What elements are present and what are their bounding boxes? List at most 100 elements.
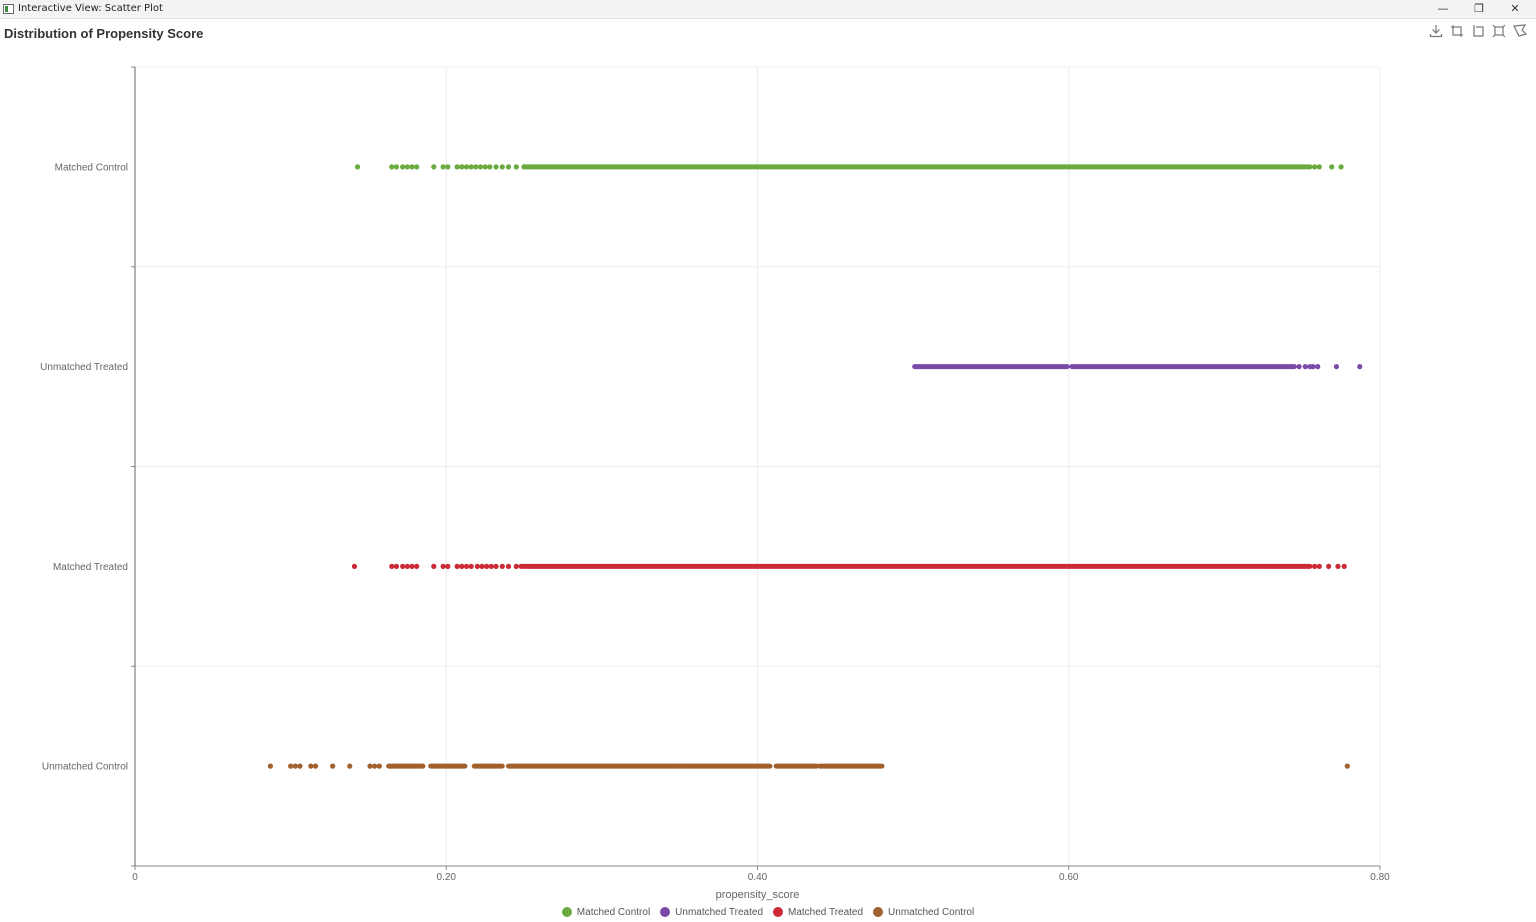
scatter-point — [431, 563, 437, 569]
x-tick-label: 0.40 — [748, 872, 768, 883]
legend-label: Unmatched Control — [888, 906, 975, 918]
scatter-point — [445, 164, 451, 170]
scatter-point — [1315, 364, 1321, 370]
x-axis-label: propensity_score — [716, 889, 800, 901]
zoom-extents-icon[interactable] — [1491, 23, 1507, 39]
scatter-point — [463, 563, 470, 569]
scatter-point — [1310, 364, 1316, 370]
scatter-point — [1344, 763, 1350, 769]
scatter-point — [487, 164, 493, 170]
minimize-button[interactable]: — — [1437, 2, 1449, 15]
legend-item[interactable]: Unmatched Control — [873, 907, 974, 918]
scatter-point — [308, 763, 314, 769]
legend-swatch — [773, 907, 783, 917]
scatter-point — [351, 563, 358, 569]
scatter-point — [367, 763, 373, 769]
scatter-point — [479, 563, 485, 569]
scatter-point — [372, 763, 378, 769]
y-category-label: Unmatched Control — [42, 762, 128, 773]
scatter-point — [484, 563, 490, 569]
scatter-point — [431, 164, 437, 170]
legend-swatch — [660, 907, 671, 917]
scatter-point — [505, 563, 512, 569]
scatter-point — [468, 164, 474, 170]
scatter-point — [404, 563, 410, 569]
legend-label: Matched Control — [576, 906, 651, 918]
scatter-point — [330, 763, 336, 769]
x-tick-label: 0.80 — [1370, 872, 1390, 883]
scatter-point — [393, 164, 400, 170]
scatter-point — [445, 563, 451, 569]
legend-swatch — [561, 907, 572, 917]
legend-swatch — [873, 907, 884, 917]
scatter-point — [1296, 364, 1302, 370]
scatter-point — [477, 164, 484, 170]
scatter-point — [288, 763, 294, 769]
scatter-point — [393, 563, 400, 569]
x-tick-label: 0.60 — [1059, 872, 1079, 883]
scatter-point — [459, 563, 465, 569]
chart-title: Distribution of Propensity Score — [4, 26, 204, 41]
scatter-point — [400, 563, 406, 569]
scatter-point — [468, 563, 474, 569]
scatter-point — [376, 763, 382, 769]
restore-button[interactable]: ❐ — [1474, 2, 1484, 15]
scatter-point — [454, 563, 460, 569]
legend-label: Unmatched Treated — [675, 906, 763, 918]
download-icon[interactable] — [1428, 23, 1444, 39]
scatter-point — [474, 563, 480, 569]
scatter-point — [1357, 364, 1363, 370]
scatter-point — [389, 164, 395, 170]
scatter-point — [389, 563, 395, 569]
scatter-point — [473, 164, 479, 170]
scatter-point — [459, 164, 465, 170]
scatter-point — [1329, 164, 1335, 170]
scatter-point — [414, 164, 420, 170]
close-button[interactable]: ✕ — [1510, 2, 1520, 15]
legend-item[interactable]: Matched Control — [561, 906, 651, 918]
scatter-point — [499, 563, 505, 569]
scatter-point — [513, 164, 519, 170]
scatter-point — [414, 563, 420, 569]
scatter-point — [440, 164, 446, 170]
legend-label: Matched Treated — [788, 906, 864, 918]
scatter-point — [521, 164, 527, 170]
scatter-point — [297, 763, 303, 769]
legend-item[interactable]: Unmatched Treated — [660, 907, 763, 918]
scatter-point — [454, 164, 460, 170]
scatter-point — [1341, 563, 1347, 569]
window-titlebar: Interactive View: Scatter Plot — ❐ ✕ — [0, 0, 1536, 19]
crop-alt-icon[interactable] — [1470, 23, 1486, 39]
y-category-label: Matched Control — [55, 162, 128, 173]
scatter-point — [1316, 563, 1322, 569]
scatter-point — [1338, 164, 1344, 170]
scatter-point — [347, 763, 353, 769]
scatter-point — [1335, 563, 1341, 569]
lasso-select-icon[interactable] — [1512, 23, 1528, 39]
app-icon — [3, 4, 14, 14]
scatter-point — [463, 164, 470, 170]
scatter-point — [409, 164, 415, 170]
scatter-point — [267, 763, 273, 769]
crop-icon[interactable] — [1449, 23, 1465, 39]
scatter-point — [1312, 563, 1318, 569]
scatter-point — [488, 563, 494, 569]
scatter-point — [312, 763, 319, 769]
scatter-point — [499, 164, 505, 170]
window-title: Interactive View: Scatter Plot — [18, 3, 163, 14]
chart-legend: Matched Control Unmatched Treated Matched … — [0, 904, 1536, 920]
scatter-point — [1302, 364, 1308, 370]
scatter-point — [354, 164, 361, 170]
scatter-point — [493, 563, 499, 569]
scatter-point — [292, 763, 298, 769]
y-category-label: Unmatched Treated — [40, 362, 128, 373]
scatter-point — [493, 164, 499, 170]
legend-item[interactable]: Matched Treated — [773, 907, 863, 918]
scatter-point — [1333, 364, 1340, 370]
scatter-point — [404, 164, 410, 170]
scatter-point — [440, 563, 446, 569]
scatter-point — [409, 563, 415, 569]
x-tick-label: 0 — [132, 872, 138, 883]
chart-toolbar — [1428, 23, 1528, 39]
